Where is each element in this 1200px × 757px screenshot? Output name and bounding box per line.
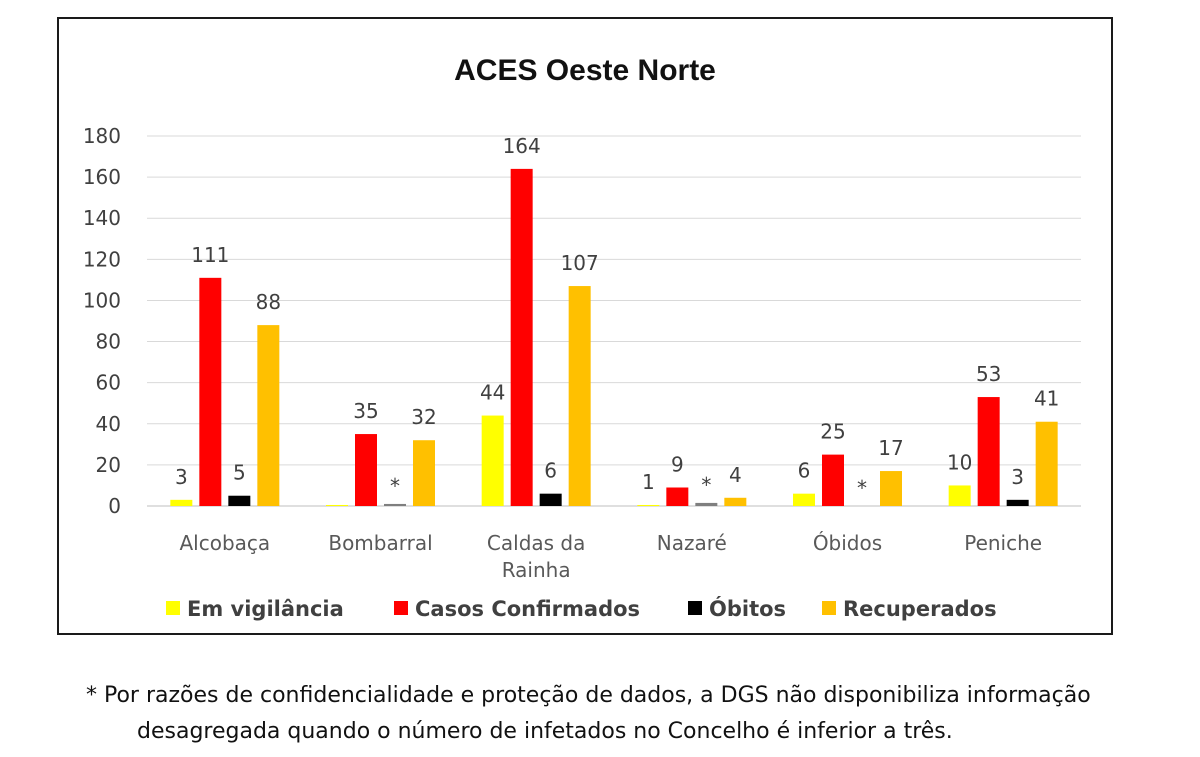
y-tick-label: 40	[96, 412, 121, 436]
bar	[355, 434, 377, 506]
bar	[510, 168, 533, 506]
bar	[539, 493, 562, 506]
data-label: 3	[1011, 465, 1024, 489]
y-tick-label: 20	[96, 453, 121, 477]
bar	[257, 325, 280, 506]
data-label: 4	[729, 463, 742, 487]
data-label: 107	[561, 251, 599, 275]
bar	[724, 497, 747, 506]
data-label: 32	[411, 405, 436, 429]
bar	[637, 504, 660, 506]
y-tick-label: 0	[108, 494, 121, 518]
footnote-line-2: desagregada quando o número de infetados…	[137, 719, 953, 744]
y-tick-label: 120	[83, 247, 121, 271]
bar	[695, 502, 718, 506]
data-label: 41	[1034, 387, 1059, 411]
data-label: 3	[175, 465, 188, 489]
bar	[1035, 421, 1058, 506]
bar	[880, 471, 902, 506]
legend-label: Recuperados	[843, 597, 997, 621]
bar	[822, 454, 844, 506]
x-tick-label: Alcobaça	[179, 531, 270, 555]
legend-swatch	[822, 601, 836, 615]
bar	[170, 499, 193, 506]
legend-swatch	[166, 601, 180, 615]
data-label: 88	[256, 290, 281, 314]
data-label: 25	[820, 420, 845, 444]
data-label: *	[701, 473, 711, 497]
data-label: 5	[233, 461, 246, 485]
bar	[666, 487, 689, 506]
data-label: 164	[503, 134, 541, 158]
data-label: 6	[544, 459, 557, 483]
x-tick-label: Caldas da	[487, 531, 585, 555]
bar	[413, 440, 435, 506]
legend-swatch	[688, 601, 702, 615]
data-label: 44	[480, 381, 505, 405]
chart-frame: ACES Oeste Norte 0 20 40 60 80 100 120 140 160 180…	[57, 17, 1113, 635]
bar	[384, 503, 406, 506]
y-tick-label: 180	[83, 124, 121, 148]
data-label: *	[857, 476, 867, 500]
y-tick-label: 160	[83, 165, 121, 189]
data-label: 17	[878, 436, 903, 460]
x-tick-label: Peniche	[964, 531, 1042, 555]
bar	[1006, 499, 1029, 506]
bar	[228, 495, 251, 506]
data-label: 10	[947, 450, 972, 474]
legend-label: Casos Confirmados	[415, 597, 640, 621]
data-label: 9	[671, 453, 684, 477]
bar	[977, 397, 1000, 506]
data-label: 111	[191, 243, 229, 267]
data-label: *	[390, 474, 400, 498]
y-tick-label: 60	[96, 371, 121, 395]
bar	[568, 286, 591, 506]
x-tick-label: Bombarral	[328, 531, 432, 555]
bar	[199, 277, 222, 506]
y-tick-label: 140	[83, 206, 121, 230]
footnote-line-1: * Por razões de confidencialidade e prot…	[86, 683, 1091, 708]
x-tick-label: Óbidos	[813, 531, 882, 555]
bar	[948, 485, 971, 506]
data-label: 53	[976, 362, 1001, 386]
legend-swatch	[394, 601, 408, 615]
bar	[481, 415, 504, 506]
legend-label: Óbitos	[709, 596, 786, 621]
legend-label: Em vigilância	[187, 597, 344, 621]
bar	[326, 504, 348, 506]
y-tick-label: 80	[96, 330, 121, 354]
chart: ACES Oeste Norte 0 20 40 60 80 100 120 140 160 180…	[83, 54, 1081, 621]
chart-title: ACES Oeste Norte	[454, 54, 716, 87]
bar	[793, 493, 815, 506]
data-label: 1	[642, 470, 655, 494]
x-tick-label: Rainha	[502, 558, 571, 582]
data-label: 6	[798, 459, 811, 483]
y-tick-label: 100	[83, 288, 121, 312]
x-tick-label: Nazaré	[657, 531, 727, 555]
data-label: 35	[353, 399, 378, 423]
